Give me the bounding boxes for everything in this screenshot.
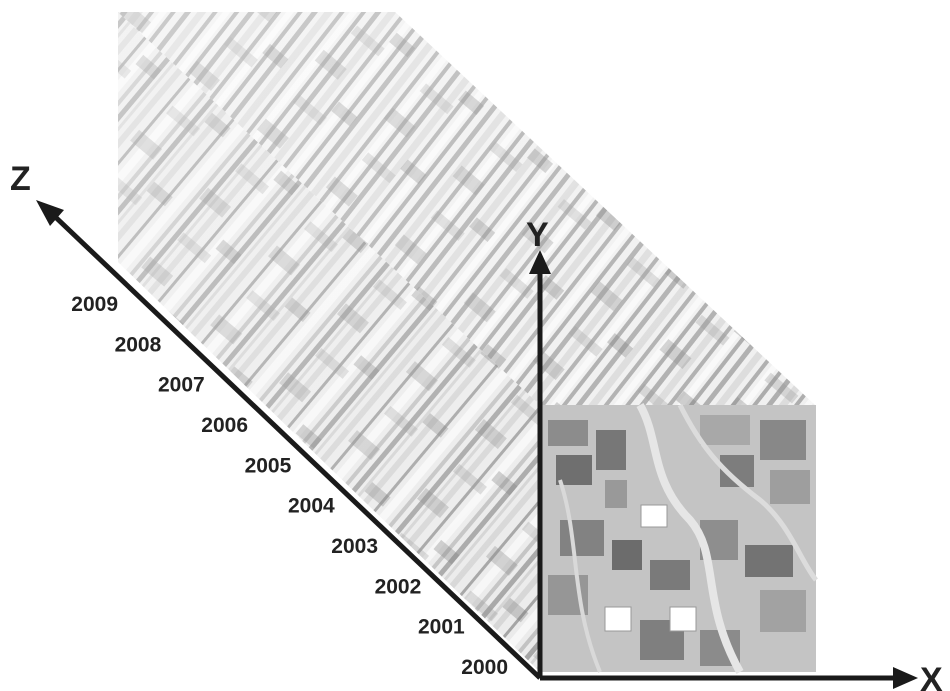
y-axis-label: Y	[526, 216, 549, 254]
year-label-2006: 2006	[201, 414, 248, 437]
sample-square	[669, 606, 697, 632]
year-label-2008: 2008	[115, 333, 162, 356]
axes	[36, 200, 918, 689]
data-cube	[118, 12, 818, 674]
z-axis-label: Z	[10, 160, 31, 198]
satellite-image-face	[540, 403, 818, 674]
z-axis-arrow	[36, 200, 64, 226]
x-axis-label: X	[920, 661, 943, 691]
z-axis-line	[46, 208, 542, 680]
year-label-2009: 2009	[71, 293, 118, 316]
year-label-2001: 2001	[418, 616, 465, 639]
year-label-2003: 2003	[331, 535, 378, 558]
year-label-2005: 2005	[245, 454, 292, 477]
x-axis-arrow	[893, 667, 918, 689]
year-label-2007: 2007	[158, 374, 205, 397]
year-labels: 2000 2001 2002 2003 2004 2005 2006 2007 2008 2009	[71, 293, 508, 679]
year-label-2002: 2002	[375, 575, 422, 598]
y-axis-arrow	[529, 250, 551, 274]
sample-square	[640, 504, 668, 528]
sample-square	[604, 606, 632, 632]
year-label-2000: 2000	[461, 656, 508, 679]
year-label-2004: 2004	[288, 495, 335, 518]
